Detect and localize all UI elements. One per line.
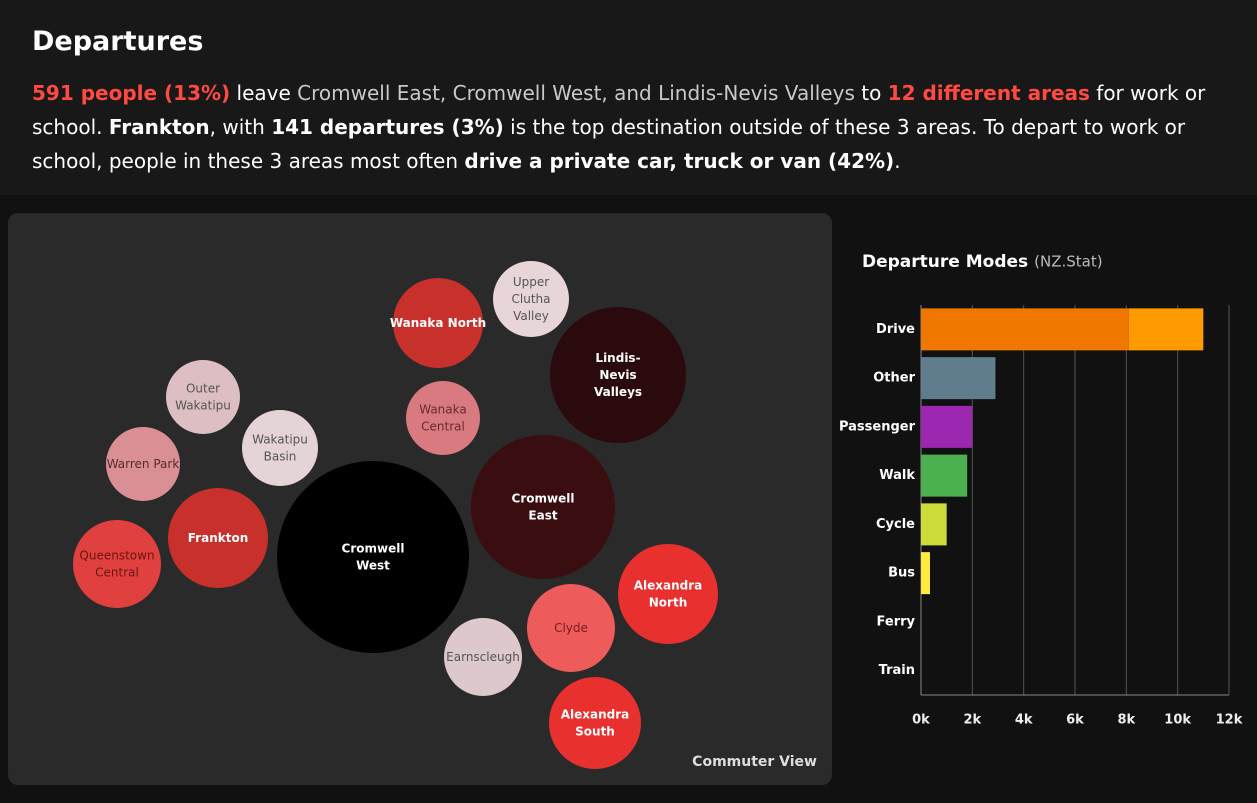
bubble <box>106 427 180 501</box>
summary-segment: . <box>894 149 901 173</box>
x-tick-label: 0k <box>912 713 930 728</box>
x-tick-label: 8k <box>1117 713 1135 728</box>
chart-title: Departure Modes <box>862 252 1028 272</box>
bubble <box>406 381 480 455</box>
summary-segment: Frankton <box>108 115 210 139</box>
summary-segment: leave <box>230 81 298 105</box>
bubble <box>393 278 483 368</box>
x-tick-label: 6k <box>1066 713 1084 728</box>
bubble <box>277 461 469 653</box>
summary-segment: Cromwell East, Cromwell West, and Lindis… <box>297 81 855 105</box>
bubble <box>527 584 615 672</box>
bubble-label: Alexandra North <box>634 578 703 609</box>
bar <box>921 308 1129 351</box>
bubble-label: Upper Clutha Valley <box>512 275 551 323</box>
summary-segment: , with <box>209 115 272 139</box>
y-tick-label: Train <box>879 663 915 678</box>
bubble-label: Earnscleugh <box>446 650 520 664</box>
bubble <box>242 410 318 486</box>
chart-subtitle: (NZ.Stat) <box>1034 253 1102 271</box>
bubble-label: Clyde <box>554 621 588 635</box>
bubble-label: Queenstown Central <box>79 548 154 579</box>
bubble-label: Alexandra South <box>561 707 630 738</box>
bubble-label: Cromwell West <box>342 541 405 572</box>
bubble <box>471 435 615 579</box>
bar <box>921 503 947 546</box>
view-label: Commuter View <box>692 754 817 770</box>
y-tick-label: Other <box>873 371 915 386</box>
summary-segment: 141 departures (3%) <box>271 115 504 139</box>
summary-segment: for work or school. <box>32 81 1206 139</box>
bubble-label: Wanaka North <box>390 316 486 330</box>
bubble <box>444 618 522 696</box>
bubble-label: Cromwell East <box>512 491 575 522</box>
bubble-label: Outer Wakatipu <box>175 381 231 412</box>
bubble <box>618 544 718 644</box>
bar <box>1128 308 1204 351</box>
y-tick-label: Passenger <box>839 419 916 434</box>
summary-segment: 12 different areas <box>887 81 1090 105</box>
bubble-label: Frankton <box>188 531 249 545</box>
summary-segment: is the top destination outside of these … <box>32 115 1186 173</box>
y-tick-label: Walk <box>879 468 915 483</box>
x-tick-label: 12k <box>1216 713 1243 728</box>
bubble <box>493 261 569 337</box>
bar <box>921 454 968 497</box>
y-tick-label: Cycle <box>876 517 915 532</box>
summary: 591 people (13%) leave Cromwell East, Cr… <box>32 76 1232 178</box>
bubble <box>73 520 161 608</box>
title: Departures <box>32 26 204 57</box>
bubble <box>168 488 268 588</box>
x-tick-label: 10k <box>1164 713 1191 728</box>
bubble-label: Wanaka Central <box>419 402 467 433</box>
y-tick-label: Ferry <box>877 614 916 629</box>
summary-segment: drive a private car, truck or van (42%) <box>464 149 895 173</box>
bubble <box>166 360 240 434</box>
x-tick-label: 4k <box>1015 713 1033 728</box>
summary-segment: 591 people (13%) <box>32 81 231 105</box>
y-tick-label: Bus <box>888 566 915 581</box>
bar <box>921 357 996 400</box>
header: Departures 591 people (13%) leave Cromwe… <box>0 0 1257 195</box>
bubble-label: Wakatipu Basin <box>252 432 308 463</box>
bubble-label: Lindis-Nevis Valleys <box>594 351 642 399</box>
summary-segment: to <box>854 81 888 105</box>
x-tick-label: 2k <box>963 713 981 728</box>
bubble-label: Warren Park <box>107 457 180 471</box>
bubble <box>549 677 641 769</box>
bar <box>921 552 930 595</box>
bubble <box>550 307 686 443</box>
bar <box>921 405 973 448</box>
y-tick-label: Drive <box>876 322 915 337</box>
